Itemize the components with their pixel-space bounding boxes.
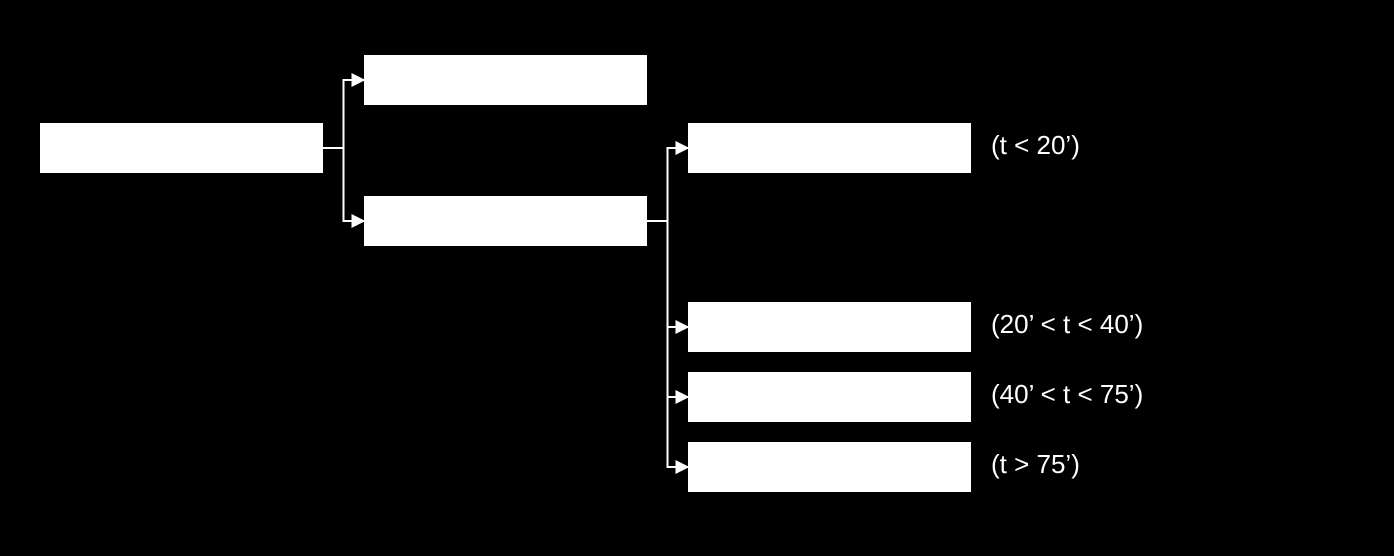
node-bottom <box>364 196 647 246</box>
node-top <box>364 55 647 105</box>
annotation-r2: (20’ < t < 40’) <box>991 309 1143 340</box>
node-r4 <box>688 442 971 492</box>
edge-root-bottom <box>323 148 364 221</box>
node-root <box>40 123 323 173</box>
edge-root-top <box>323 80 364 148</box>
annotation-r3: (40’ < t < 75’) <box>991 379 1143 410</box>
edge-bottom-r4 <box>647 221 688 467</box>
edge-bottom-r3 <box>647 221 688 397</box>
edge-bottom-r1 <box>647 148 688 221</box>
node-r3 <box>688 372 971 422</box>
node-r2 <box>688 302 971 352</box>
edge-bottom-r2 <box>647 221 688 327</box>
node-r1 <box>688 123 971 173</box>
annotation-r4: (t > 75’) <box>991 449 1080 480</box>
annotation-r1: (t < 20’) <box>991 130 1080 161</box>
